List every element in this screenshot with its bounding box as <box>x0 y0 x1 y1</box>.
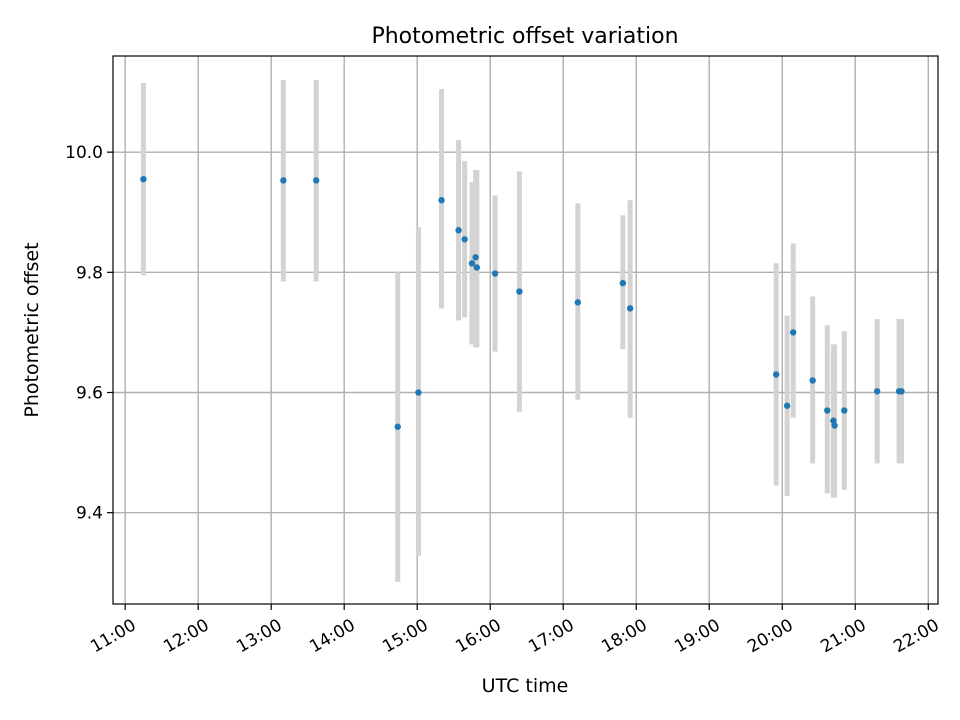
data-point <box>873 388 881 395</box>
data-point <box>468 260 476 267</box>
x-axis-title: UTC time <box>482 675 569 697</box>
data-point <box>841 407 848 414</box>
y-tick-label: 9.8 <box>76 263 103 283</box>
y-tick-label: 9.4 <box>76 504 103 524</box>
data-point <box>783 402 791 409</box>
y-tick-label: 10.0 <box>65 143 103 163</box>
data-point <box>455 227 462 234</box>
data-point <box>280 177 287 184</box>
data-point <box>313 177 320 184</box>
data-point <box>789 329 797 336</box>
data-point <box>472 254 479 261</box>
data-point <box>898 388 905 395</box>
data-point <box>619 279 627 287</box>
data-point <box>473 264 481 271</box>
data-point <box>574 299 582 306</box>
data-point <box>140 175 147 183</box>
data-point <box>809 377 816 384</box>
data-point <box>516 288 523 295</box>
data-point <box>772 371 780 378</box>
data-point <box>461 236 468 243</box>
data-point <box>415 389 422 396</box>
data-point <box>626 305 634 312</box>
y-axis-ticks: 9.4 9.6 9.8 10.0 <box>65 143 113 524</box>
plot-frame <box>112 55 939 605</box>
data-point <box>394 423 401 430</box>
data-point <box>438 197 445 204</box>
data-point <box>824 407 831 414</box>
data-point <box>830 417 837 424</box>
data-point <box>831 422 838 429</box>
data-point <box>491 270 499 277</box>
chart-title: Photometric offset variation <box>371 24 678 49</box>
data-points <box>140 175 905 430</box>
y-tick-label: 9.6 <box>76 383 103 403</box>
y-axis-title: Photometric offset <box>21 242 43 417</box>
grid <box>113 56 938 604</box>
